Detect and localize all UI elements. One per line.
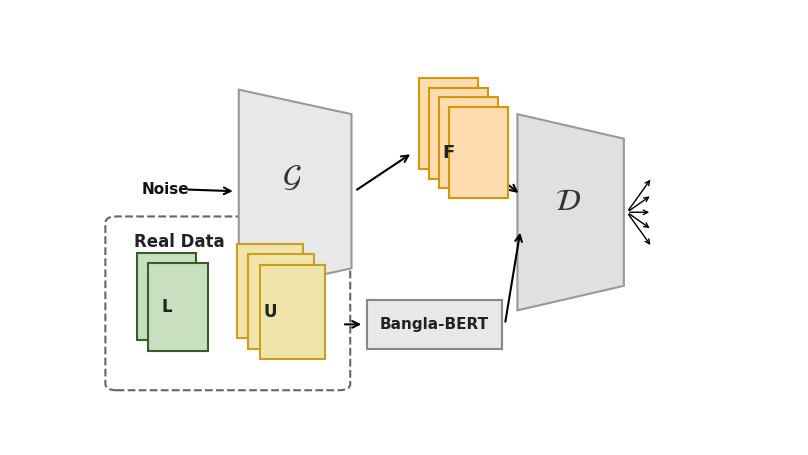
Text: U: U [263,303,277,321]
Bar [419,78,478,169]
Bar [439,97,499,188]
Bar [238,244,303,339]
Polygon shape [517,114,624,310]
Bar [249,254,314,349]
Text: L: L [162,298,172,316]
Polygon shape [239,90,351,293]
Bar [429,87,488,179]
Bar [367,300,502,349]
Bar [149,263,208,351]
Bar [449,107,508,198]
Text: $\mathcal{G}$: $\mathcal{G}$ [282,162,302,193]
Text: Bangla-BERT: Bangla-BERT [380,317,489,332]
FancyBboxPatch shape [105,217,350,390]
Text: Noise: Noise [141,182,189,197]
Text: F: F [443,144,455,162]
Text: Real Data: Real Data [134,233,225,251]
Bar [259,265,326,359]
Text: $\mathcal{D}$: $\mathcal{D}$ [554,186,580,217]
Bar [137,253,196,340]
